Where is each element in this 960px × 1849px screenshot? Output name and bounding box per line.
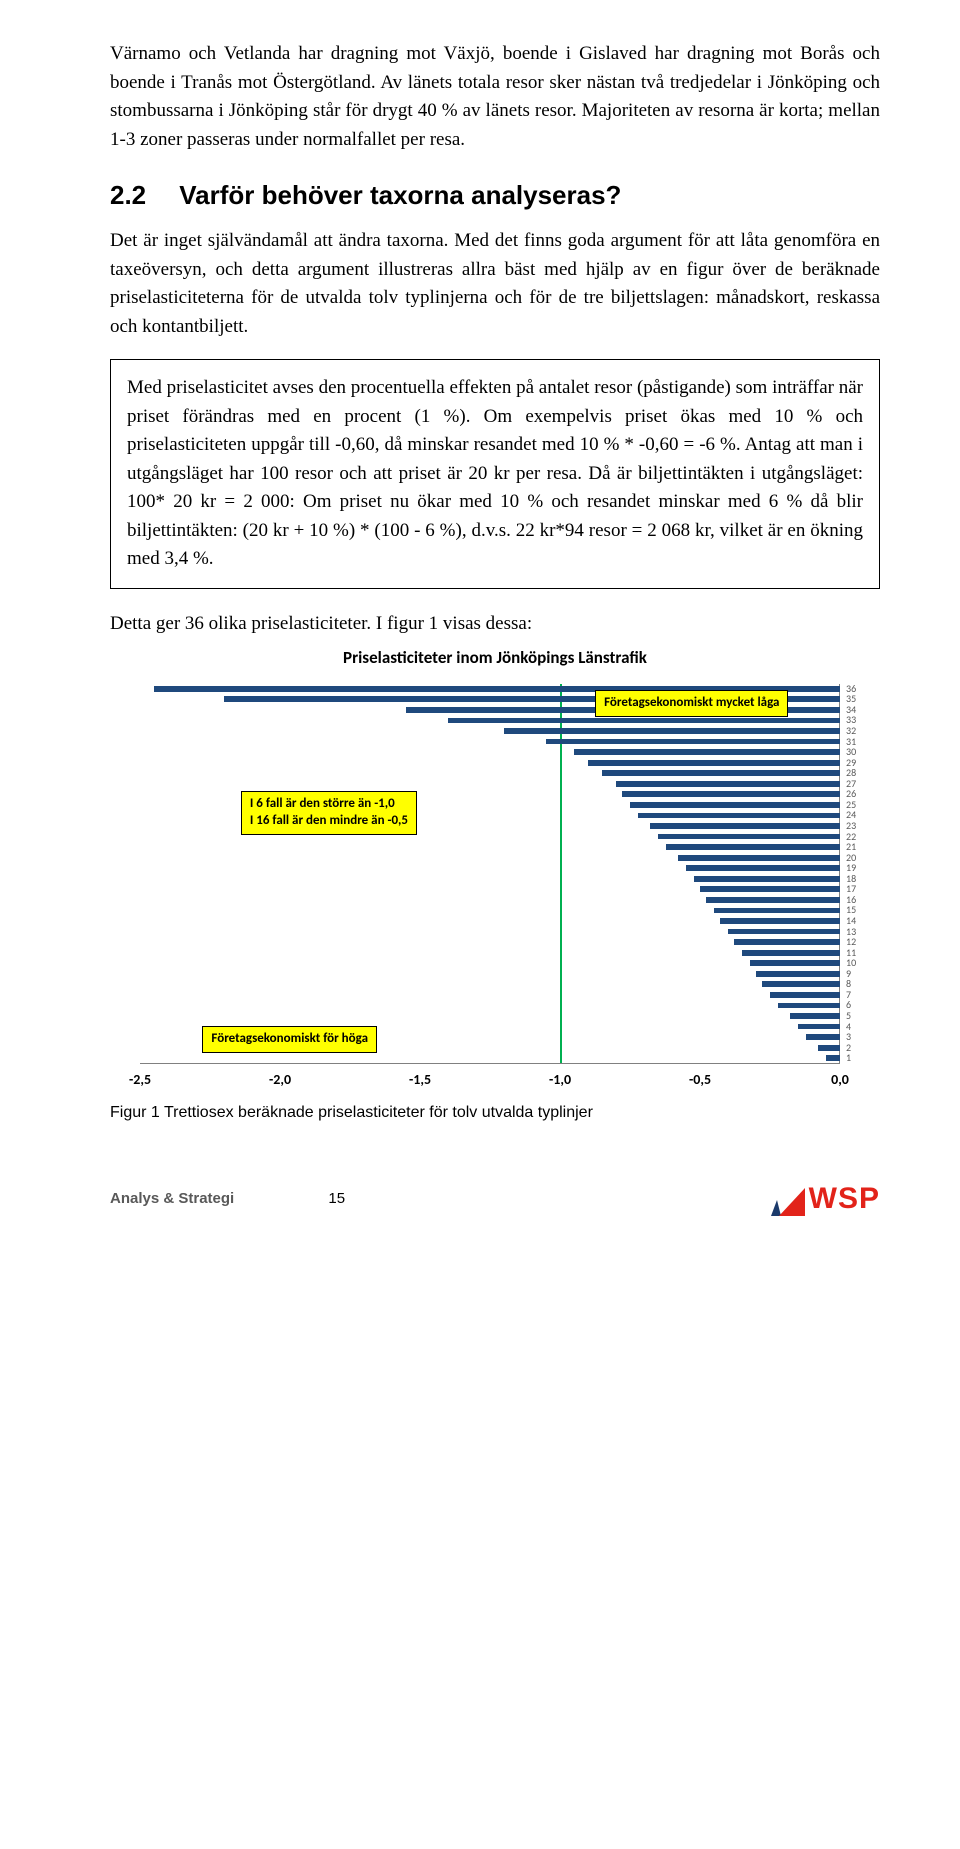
elasticity-bar: [694, 876, 840, 882]
elasticity-bar: [700, 886, 840, 892]
elasticity-bar: [790, 1013, 840, 1019]
chart-title: Priselasticiteter inom Jönköpings Länstr…: [110, 647, 880, 668]
elasticity-bar: [638, 813, 840, 819]
elasticity-bar: [742, 950, 840, 956]
elasticity-bar: [734, 939, 840, 945]
chart-container: Priselasticiteter inom Jönköpings Länstr…: [110, 647, 880, 1094]
chart-callout: Företagsekonomiskt för höga: [202, 1026, 377, 1053]
definition-box: Med priselasticitet avses den procentuel…: [110, 359, 880, 589]
footer-brand: Analys & Strategi: [110, 1190, 234, 1207]
elasticity-bar: [616, 781, 840, 787]
elasticity-bar: [686, 865, 840, 871]
x-tick-label: -2,5: [129, 1071, 151, 1088]
elasticity-bar: [650, 823, 840, 829]
elasticity-bar: [728, 929, 840, 935]
elasticity-bar: [504, 728, 840, 734]
x-tick-label: -1,0: [549, 1071, 571, 1088]
elasticity-bar: [806, 1034, 840, 1040]
elasticity-bar: [720, 918, 840, 924]
elasticity-bar: [778, 1003, 840, 1009]
x-tick-label: -1,5: [409, 1071, 431, 1088]
elasticity-bar: [750, 960, 840, 966]
figure-intro: Detta ger 36 olika priselasticiteter. I …: [110, 613, 880, 635]
elasticity-bar: [574, 749, 840, 755]
wsp-logo: WSP: [771, 1182, 880, 1216]
page-footer: Analys & Strategi 15 WSP: [110, 1182, 880, 1216]
elasticity-bar: [448, 718, 840, 724]
page: Värnamo och Vetlanda har dragning mot Vä…: [0, 0, 960, 1246]
elasticity-bar: [588, 760, 840, 766]
elasticity-bar: [546, 739, 840, 745]
elasticity-bar: [658, 834, 840, 840]
bar-chart: 3635343332313029282726252423222120191817…: [110, 674, 880, 1094]
intro-paragraph: Värnamo och Vetlanda har dragning mot Vä…: [110, 40, 880, 154]
elasticity-bar: [770, 992, 840, 998]
elasticity-bar: [762, 981, 840, 987]
plot-area: [140, 684, 840, 1064]
elasticity-bar: [706, 897, 840, 903]
body-paragraph: Det är inget självändamål att ändra taxo…: [110, 227, 880, 341]
x-tick-label: -0,5: [689, 1071, 711, 1088]
elasticity-bar: [818, 1045, 840, 1051]
y-tick-label: 1: [846, 1053, 851, 1063]
elasticity-bar: [622, 791, 840, 797]
chart-callout: Företagsekonomiskt mycket låga: [595, 690, 788, 717]
elasticity-bar: [666, 844, 840, 850]
logo-mark-icon: [771, 1188, 805, 1216]
figure-caption: Figur 1 Trettiosex beräknade priselastic…: [110, 1104, 880, 1122]
page-number: 15: [328, 1190, 345, 1207]
footer-left: Analys & Strategi 15: [110, 1190, 345, 1207]
elasticity-bar: [798, 1024, 840, 1030]
x-tick-label: -2,0: [269, 1071, 291, 1088]
section-title: Varför behöver taxorna analyseras?: [179, 180, 621, 210]
logo-text: WSP: [809, 1182, 880, 1216]
section-heading: 2.2 Varför behöver taxorna analyseras?: [110, 180, 880, 211]
elasticity-bar: [602, 770, 840, 776]
section-number: 2.2: [110, 180, 172, 211]
definition-text: Med priselasticitet avses den procentuel…: [127, 374, 863, 574]
elasticity-bar: [826, 1055, 840, 1061]
elasticity-bar: [756, 971, 840, 977]
x-tick-label: 0,0: [831, 1071, 849, 1088]
elasticity-bar: [630, 802, 840, 808]
elasticity-bar: [714, 908, 840, 914]
elasticity-bar: [678, 855, 840, 861]
chart-callout: I 6 fall är den större än -1,0I 16 fall …: [241, 791, 417, 835]
